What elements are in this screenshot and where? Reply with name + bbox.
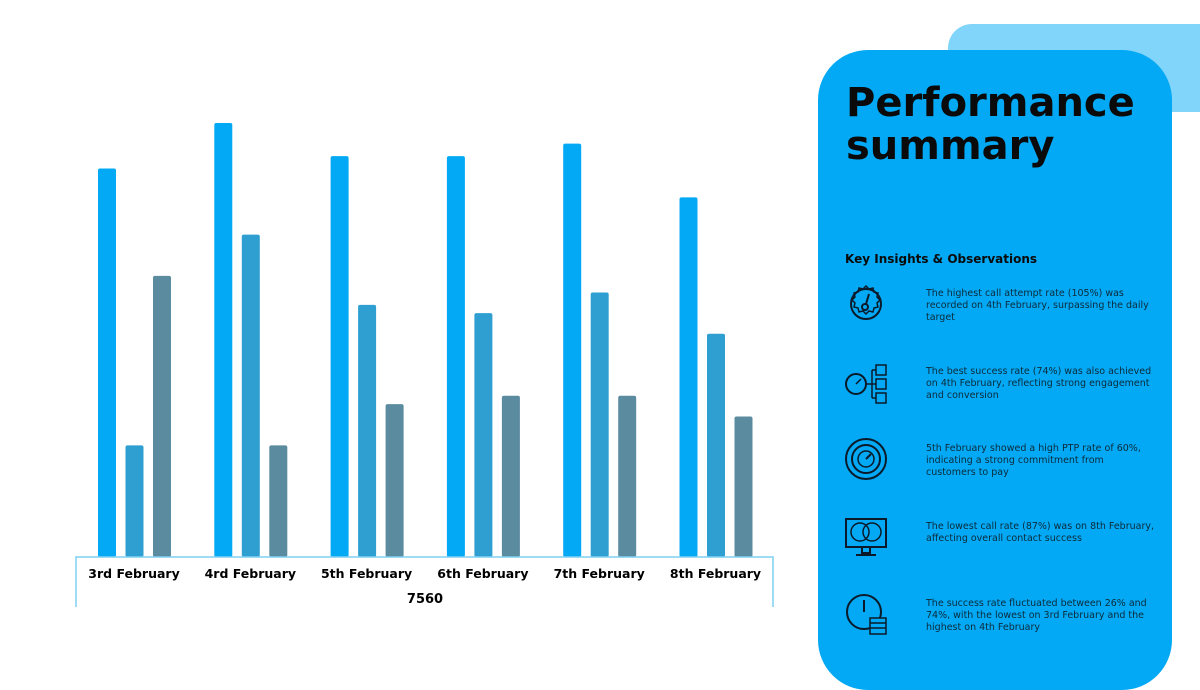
bar-1-1 — [241, 234, 260, 557]
bar-1-2 — [358, 304, 377, 557]
bar-0-1 — [214, 123, 233, 557]
insight-text: The highest call attempt rate (105%) was… — [926, 288, 1149, 323]
x-tick-label: 4rd February — [205, 566, 296, 581]
x-tick-label: 7th February — [554, 566, 645, 581]
x-axis-label: 7560 — [407, 592, 443, 607]
bar-0-5 — [679, 197, 698, 557]
x-tick-label: 6th February — [437, 566, 528, 581]
x-tick-label: 5th February — [321, 566, 412, 581]
bar-1-0 — [125, 445, 144, 557]
x-axis-frame — [75, 556, 774, 607]
bar-0-0 — [98, 168, 116, 557]
gauge-server-icon — [844, 592, 888, 636]
insights-heading: Key Insights & Observations — [845, 252, 1038, 266]
bar-2-5 — [734, 416, 753, 557]
insight-text: The lowest call rate (87%) was on 8th Fe… — [926, 520, 1154, 544]
bar-2-4 — [618, 395, 637, 557]
bar-2-1 — [269, 445, 288, 557]
speedometer-gear-icon — [844, 282, 888, 326]
x-tick-label: 8th February — [670, 566, 761, 581]
bar-0-4 — [563, 143, 582, 557]
bar-1-4 — [590, 292, 609, 557]
gauge-dial-icon — [844, 437, 888, 481]
gauge-checklist-icon — [844, 360, 888, 404]
bar-1-3 — [474, 313, 493, 557]
x-tick-label: 3rd February — [88, 566, 179, 581]
insight-text: The success rate fluctuated between 26% … — [926, 598, 1147, 633]
bar-0-2 — [330, 156, 349, 558]
bar-1-5 — [707, 333, 725, 557]
bar-2-2 — [385, 404, 404, 557]
bar-2-0 — [153, 275, 171, 557]
bar-chart: 3rd February 4rd February 5th February 6th … — [75, 123, 774, 607]
monitor-gauges-icon — [844, 515, 888, 559]
bar-2-3 — [501, 395, 520, 557]
panel-title: Performance summary — [846, 80, 1135, 169]
summary-panel — [818, 50, 1172, 690]
insight-text: 5th February showed a high PTP rate of 6… — [926, 443, 1141, 478]
bar-0-3 — [446, 156, 465, 558]
insight-text: The best success rate (74%) was also ach… — [926, 365, 1152, 401]
